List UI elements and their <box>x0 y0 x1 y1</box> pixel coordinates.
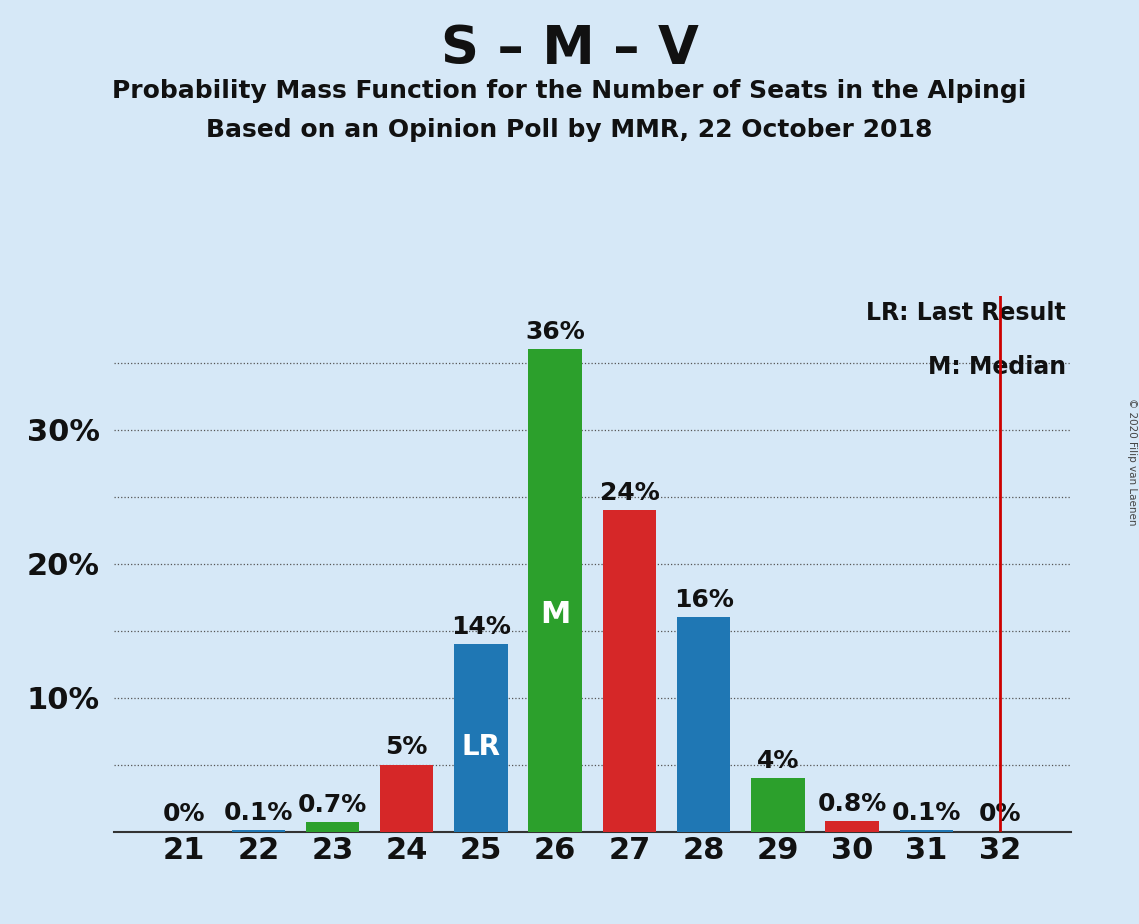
Text: 24%: 24% <box>599 480 659 505</box>
Bar <box>751 778 804 832</box>
Bar <box>900 831 953 832</box>
Bar <box>826 821 879 832</box>
Text: Probability Mass Function for the Number of Seats in the Alpingi: Probability Mass Function for the Number… <box>113 79 1026 103</box>
Bar <box>528 349 582 832</box>
Text: 0%: 0% <box>980 802 1022 826</box>
Text: 0.1%: 0.1% <box>223 801 293 825</box>
Text: 0%: 0% <box>163 802 205 826</box>
Bar <box>603 510 656 832</box>
Text: M: Median: M: Median <box>928 355 1066 379</box>
Text: LR: Last Result: LR: Last Result <box>866 301 1066 325</box>
Bar <box>231 831 285 832</box>
Text: 5%: 5% <box>386 736 428 760</box>
Bar <box>677 617 730 832</box>
Text: LR: LR <box>461 733 500 761</box>
Text: S – M – V: S – M – V <box>441 23 698 75</box>
Text: © 2020 Filip van Laenen: © 2020 Filip van Laenen <box>1126 398 1137 526</box>
Text: 16%: 16% <box>673 588 734 612</box>
Bar <box>454 644 508 832</box>
Text: 36%: 36% <box>525 320 585 344</box>
Bar <box>380 765 434 832</box>
Text: M: M <box>540 600 571 629</box>
Text: 14%: 14% <box>451 614 511 638</box>
Text: 0.1%: 0.1% <box>892 801 961 825</box>
Text: 0.7%: 0.7% <box>298 793 367 817</box>
Text: 0.8%: 0.8% <box>818 792 886 816</box>
Bar <box>305 822 359 832</box>
Text: Based on an Opinion Poll by MMR, 22 October 2018: Based on an Opinion Poll by MMR, 22 Octo… <box>206 118 933 142</box>
Text: 4%: 4% <box>756 748 798 772</box>
